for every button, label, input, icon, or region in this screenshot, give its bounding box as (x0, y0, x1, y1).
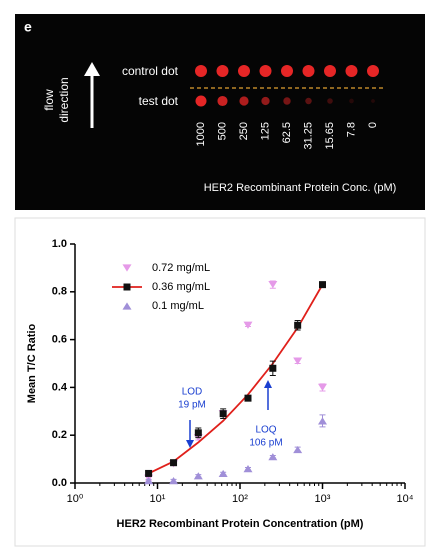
marker (124, 284, 131, 291)
concentration-label: 500 (216, 122, 228, 140)
concentration-label: 15.65 (324, 122, 336, 150)
control-label: control dot (122, 64, 179, 78)
control-dot (217, 65, 229, 77)
concentration-label: 31.25 (302, 122, 314, 150)
marker (195, 429, 202, 436)
test-dot (239, 96, 248, 105)
concentration-label: 125 (259, 122, 271, 140)
concentration-label: 1000 (195, 122, 207, 146)
x-axis-label: HER2 Recombinant Protein Concentration (… (117, 518, 364, 530)
x-tick-label: 10⁰ (67, 493, 84, 505)
control-dot (260, 65, 272, 77)
marker (294, 322, 301, 329)
annotation: 106 pM (249, 438, 282, 449)
control-dot (367, 65, 379, 77)
figure: e control dot test dot flow direction HE… (0, 0, 440, 550)
flow-label: direction (57, 77, 71, 122)
concentration-label: 62.5 (281, 122, 293, 143)
control-dot (238, 65, 250, 77)
y-tick-label: 0.0 (52, 477, 67, 489)
y-tick-label: 0.8 (52, 286, 67, 298)
y-axis-label: Mean T/C Ratio (26, 323, 38, 403)
control-dot (324, 65, 336, 77)
marker (269, 365, 276, 372)
test-dot (349, 99, 354, 104)
control-dot (195, 65, 207, 77)
concentration-label: 7.8 (345, 122, 357, 137)
marker (220, 410, 227, 417)
x-tick-label: 10⁴ (397, 493, 414, 505)
annotation: 19 pM (178, 400, 206, 411)
marker (244, 395, 251, 402)
legend-label: 0.1 mg/mL (152, 300, 204, 312)
test-dot (371, 99, 375, 103)
concentration-label: 250 (238, 122, 250, 140)
marker (170, 459, 177, 466)
photo-axis-label: HER2 Recombinant Protein Conc. (pM) (204, 182, 397, 194)
concentration-label: 0 (367, 122, 379, 128)
control-dot (281, 65, 293, 77)
test-label: test dot (139, 94, 179, 108)
y-tick-label: 1.0 (52, 238, 67, 250)
annotation: LOQ (255, 425, 276, 436)
test-dot (283, 97, 290, 104)
x-tick-label: 10¹ (150, 493, 166, 505)
test-dot (305, 98, 312, 105)
control-dot (346, 65, 358, 77)
x-tick-label: 10² (232, 493, 248, 505)
y-tick-label: 0.2 (52, 429, 67, 441)
panel-label: e (24, 19, 32, 35)
control-dot (303, 65, 315, 77)
annotation: LOD (182, 387, 203, 398)
test-dot (196, 96, 207, 107)
photo (15, 14, 425, 210)
y-tick-label: 0.4 (52, 381, 68, 393)
legend-label: 0.72 mg/mL (152, 262, 210, 274)
marker (319, 281, 326, 288)
test-dot (217, 96, 227, 106)
legend-label: 0.36 mg/mL (152, 281, 210, 293)
y-tick-label: 0.6 (52, 334, 67, 346)
test-dot (327, 98, 333, 104)
flow-label: flow (42, 89, 56, 111)
marker (145, 470, 152, 477)
x-tick-label: 10³ (315, 493, 331, 505)
test-dot (261, 97, 269, 105)
